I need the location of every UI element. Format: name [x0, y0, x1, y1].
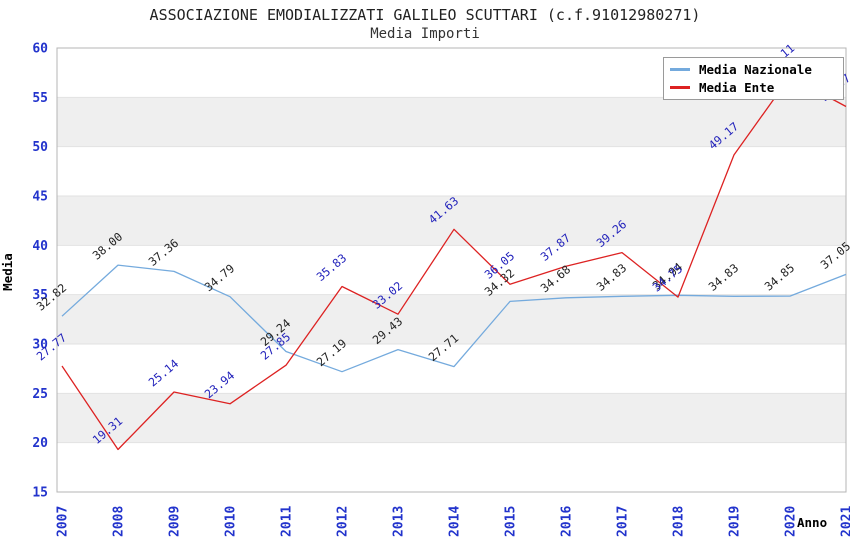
chart-legend: Media Nazionale Media Ente	[663, 57, 844, 100]
y-axis-tick-label: 40	[32, 239, 48, 254]
media-nazionale-line-marker-icon	[670, 68, 690, 72]
y-axis-title: Media	[0, 253, 15, 291]
plot-area-band	[57, 146, 846, 196]
x-axis-tick-label: 2019	[728, 506, 743, 537]
plot-area-band	[57, 97, 846, 147]
chart-subtitle: Media Importi	[370, 26, 480, 42]
plot-area-band	[57, 393, 846, 443]
x-axis-tick-label: 2013	[392, 506, 407, 537]
y-axis-tick-label: 45	[32, 190, 48, 205]
x-axis-tick-label: 2007	[56, 506, 71, 537]
x-axis-tick-label: 2021	[840, 506, 850, 537]
x-axis-tick-label: 2008	[112, 506, 127, 537]
x-axis-tick-label: 2010	[224, 506, 239, 537]
series-line-media-ente	[61, 75, 847, 451]
y-axis-tick-label: 50	[32, 140, 48, 155]
y-axis-tick-label: 30	[32, 338, 48, 353]
media-ente-line-marker-icon	[670, 85, 690, 89]
y-axis-tick-label: 60	[32, 42, 48, 57]
y-axis-tick-label: 35	[32, 288, 48, 303]
plot-border	[56, 47, 847, 493]
y-axis-tick-label: 15	[32, 486, 48, 501]
y-axis-tick-label: 20	[32, 436, 48, 451]
legend-item-media-ente: Media Ente	[670, 79, 837, 95]
plot-area-band	[57, 344, 846, 394]
x-axis-tick-label: 2020	[784, 506, 799, 537]
y-axis-tick-label: 25	[32, 387, 48, 402]
chart-title: ASSOCIAZIONE EMODIALIZZATI GALILEO SCUTT…	[149, 6, 701, 24]
legend-label-media-ente: Media Ente	[699, 79, 775, 95]
plot-area-band	[57, 294, 846, 344]
x-axis-title: Anno	[797, 515, 827, 530]
series-line-media-nazionale	[61, 264, 847, 373]
legend-label-media-nazionale: Media Nazionale	[699, 62, 812, 78]
x-axis-tick-label: 2012	[336, 506, 351, 537]
x-axis-tick-label: 2011	[280, 506, 295, 537]
y-axis-tick-label: 55	[32, 91, 48, 106]
x-axis-tick-label: 2015	[504, 506, 519, 537]
plot-area-band	[57, 245, 846, 295]
x-axis-tick-label: 2018	[672, 506, 687, 537]
plot-area-band	[57, 442, 846, 492]
x-axis-tick-label: 2017	[616, 506, 631, 537]
x-axis-tick-label: 2014	[448, 506, 463, 537]
legend-item-media-nazionale: Media Nazionale	[670, 62, 837, 78]
x-axis-tick-label: 2016	[560, 506, 575, 537]
x-axis-tick-label: 2009	[168, 506, 183, 537]
